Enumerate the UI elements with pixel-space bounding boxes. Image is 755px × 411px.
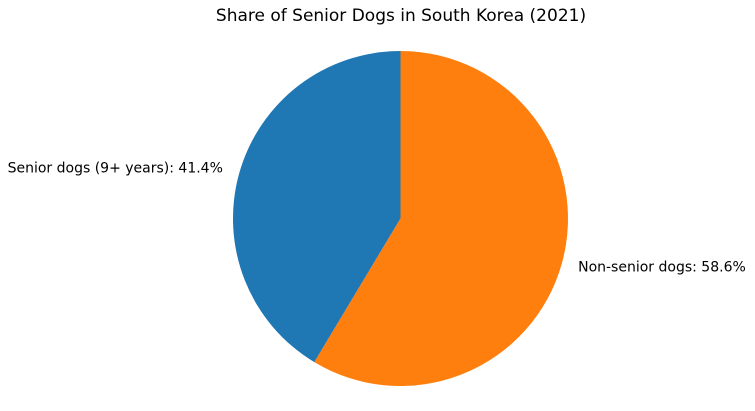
chart-title: Share of Senior Dogs in South Korea (202… bbox=[215, 6, 587, 26]
pie-slice-label-1: Non-senior dogs: 58.6% bbox=[578, 259, 746, 276]
pie-slice-1 bbox=[314, 51, 568, 386]
pie-slice-label-0: Senior dogs (9+ years): 41.4% bbox=[7, 160, 223, 177]
pie-slice-0 bbox=[232, 51, 401, 363]
